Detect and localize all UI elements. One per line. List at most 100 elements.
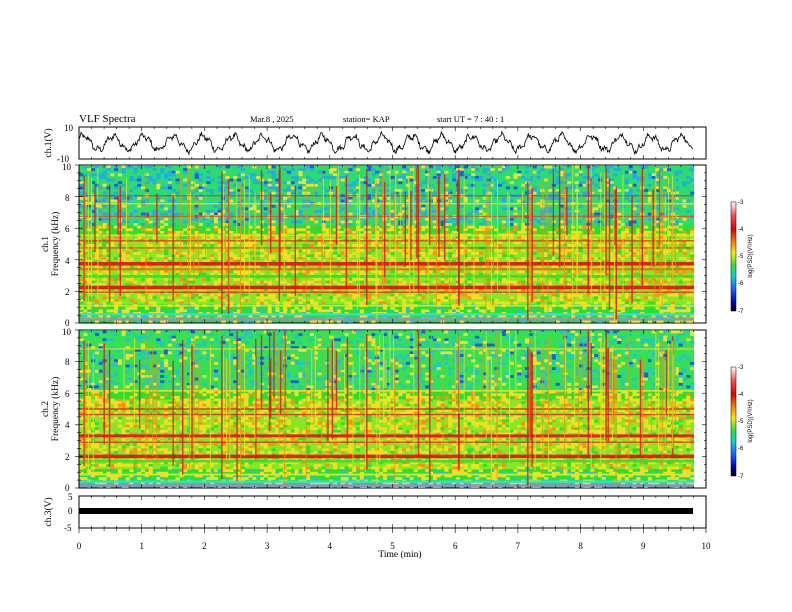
spec-cell [313, 220, 318, 224]
spec-cell [647, 183, 653, 187]
spec-cell [210, 259, 215, 263]
spec-cell [605, 244, 610, 247]
spec-cell [240, 225, 245, 229]
spec-cell [317, 257, 322, 260]
spec-cell [252, 482, 257, 486]
spec-cell [244, 416, 249, 420]
spec-cell [394, 238, 399, 242]
spec-cell [283, 254, 288, 258]
spec-cell [163, 466, 169, 470]
spec-cell [548, 280, 553, 284]
spec-streak [193, 171, 195, 303]
spec-cell [263, 443, 268, 446]
spec-cell [163, 351, 169, 355]
spec-cell [486, 241, 491, 245]
spec-cell [471, 296, 476, 300]
spec-cell [405, 236, 411, 240]
spec-cell [628, 168, 633, 172]
spec-cell [98, 272, 103, 276]
spec-cell [206, 170, 211, 174]
spec-band [79, 268, 694, 271]
spec-cell [459, 293, 464, 297]
spec-cell [440, 306, 445, 310]
spec-cell [198, 469, 203, 473]
spec-cell [682, 309, 687, 313]
spec-streak [449, 182, 451, 312]
spec-cell [240, 424, 245, 428]
spec-cell [229, 422, 234, 425]
spec-cell [659, 270, 664, 274]
spec-cell [202, 244, 207, 247]
spec-cell [194, 466, 199, 470]
spec-cell [467, 280, 472, 284]
spec-cell [275, 301, 280, 305]
spec-cell [332, 241, 338, 245]
spec-cell [129, 390, 134, 394]
spec-cell [221, 181, 226, 185]
spec-cell [171, 170, 176, 174]
spec-cell [659, 168, 664, 172]
spec-cell [179, 251, 184, 255]
spec-cell [686, 241, 691, 245]
spec-cell [163, 173, 169, 177]
spec-cell [206, 390, 211, 394]
spec-cell [256, 411, 261, 415]
spec-cell [225, 406, 230, 410]
spec-cell [106, 398, 111, 402]
spec-cell [601, 272, 606, 276]
spec-cell [471, 264, 476, 268]
spec-cell [644, 238, 649, 242]
spec-cell [271, 259, 276, 263]
spec-cell [114, 191, 119, 195]
spec-cell [163, 429, 169, 433]
spec-cell [655, 228, 660, 232]
spec-cell [121, 437, 126, 441]
spec-cell [536, 175, 541, 179]
spec-cell [624, 181, 629, 185]
spec-cell [517, 236, 522, 240]
spec-cell [121, 254, 126, 258]
spec-cell [548, 257, 553, 260]
spec-cell [409, 191, 414, 195]
spec-cell [244, 236, 249, 240]
spec-cell [198, 272, 203, 276]
spec-cell [263, 367, 268, 371]
spec-cell [106, 461, 111, 465]
spec-cell [640, 301, 645, 305]
spec-cell [233, 398, 238, 402]
spec-cell [148, 395, 153, 399]
spec-cell [386, 189, 391, 192]
spec-cell [359, 319, 364, 323]
ch1-ytick-0: 0 [65, 318, 70, 328]
spec-cell [440, 220, 445, 224]
spec-cell [509, 254, 514, 258]
spec-cell [490, 280, 495, 284]
spec-cell [156, 471, 161, 475]
spec-cell [94, 199, 99, 203]
spec-cell [163, 474, 169, 478]
spec-cell [190, 181, 196, 185]
spec-cell [167, 181, 172, 185]
spec-cell [256, 403, 261, 407]
spec-cell [225, 469, 230, 473]
spec-cell [133, 335, 138, 339]
spec-cell [240, 369, 245, 373]
spec-cell [317, 264, 322, 268]
spec-cell [183, 463, 188, 467]
spec-cell [321, 175, 326, 179]
spec-cell [309, 270, 315, 274]
spec-cell [421, 228, 426, 232]
spec-cell [144, 374, 149, 378]
spec-cell [144, 288, 149, 292]
spec-cell [229, 199, 234, 203]
spec-cell [163, 364, 169, 368]
spec-cell [260, 264, 265, 268]
spec-cell [463, 249, 468, 253]
spec-streak [509, 195, 510, 297]
spec-cell [567, 173, 572, 177]
spec-cell [240, 272, 245, 276]
spec-cell [114, 482, 119, 486]
spec-cell [248, 330, 253, 334]
spec-cell [340, 241, 345, 245]
spec-cell [156, 306, 161, 310]
